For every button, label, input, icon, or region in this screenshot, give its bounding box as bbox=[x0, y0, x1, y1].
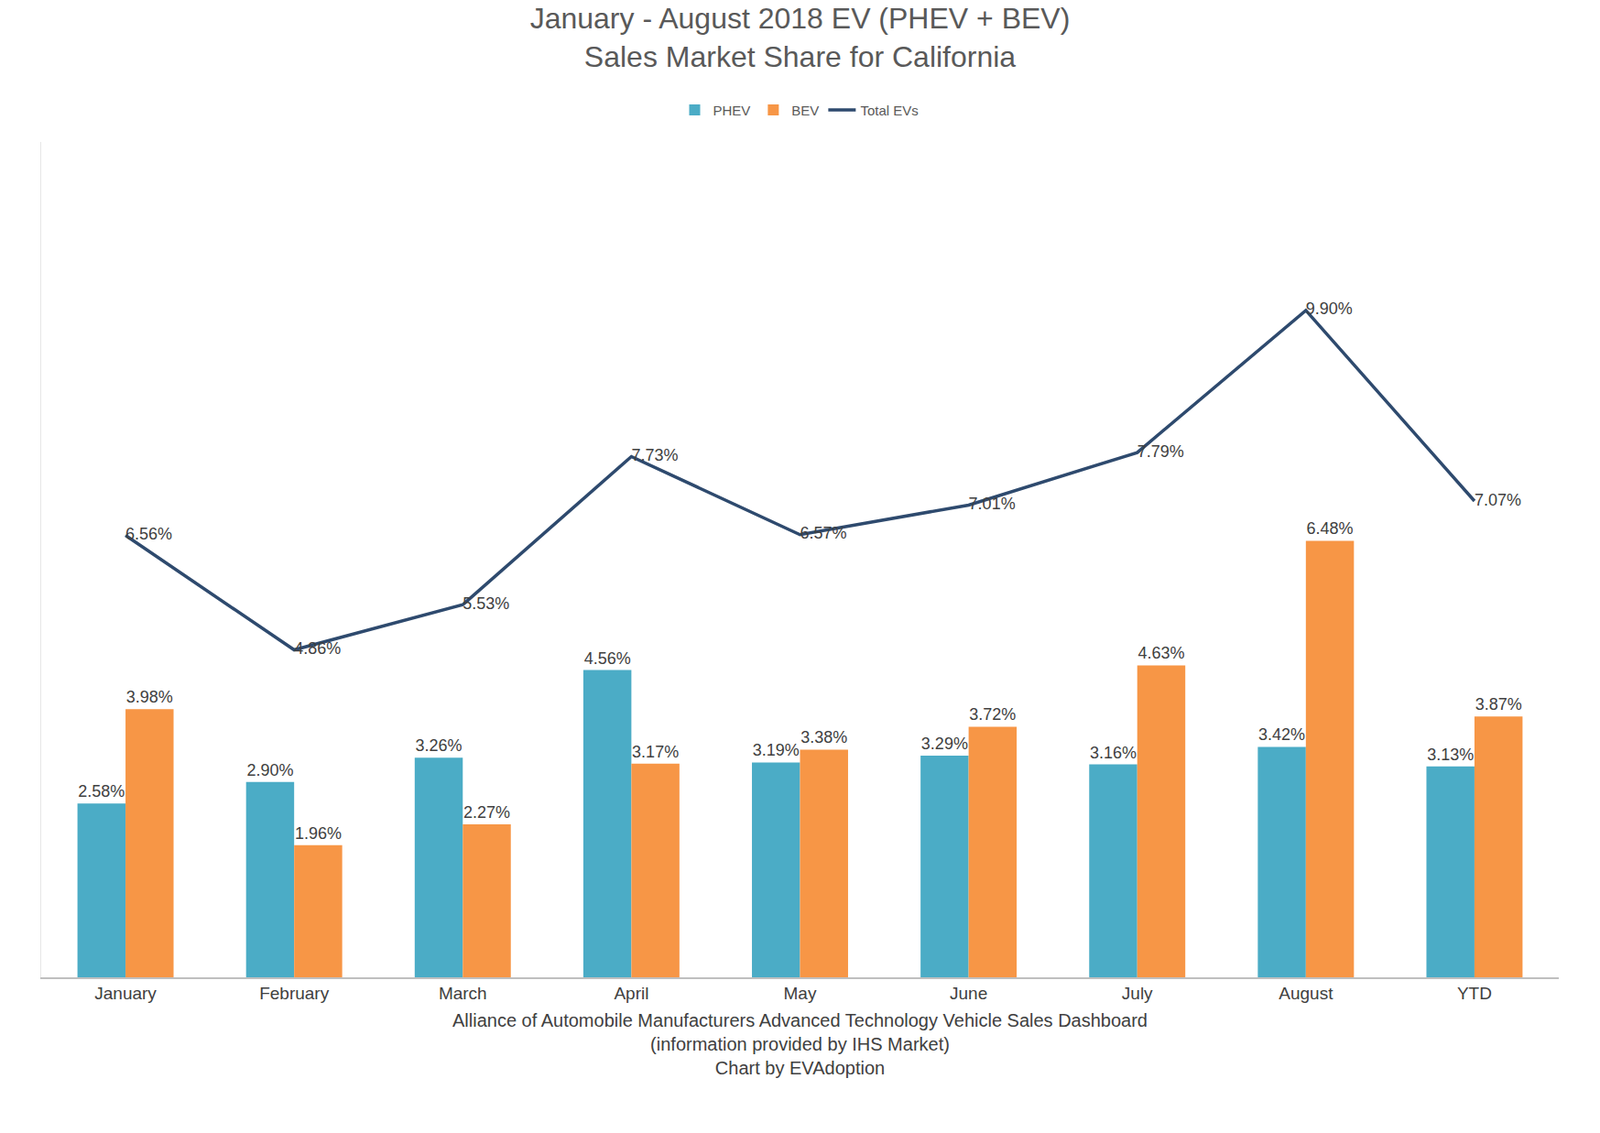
svg-text:6.48%: 6.48% bbox=[1306, 519, 1354, 538]
svg-text:March: March bbox=[438, 983, 488, 1003]
svg-text:1.96%: 1.96% bbox=[294, 824, 342, 843]
svg-text:4.86%: 4.86% bbox=[293, 639, 341, 658]
svg-text:3.38%: 3.38% bbox=[800, 728, 848, 747]
svg-text:May: May bbox=[783, 983, 817, 1003]
svg-text:2.58%: 2.58% bbox=[77, 782, 125, 801]
svg-text:3.16%: 3.16% bbox=[1089, 743, 1137, 762]
svg-text:BEV: BEV bbox=[791, 102, 819, 119]
svg-text:3.42%: 3.42% bbox=[1258, 725, 1306, 744]
svg-text:January - August 2018 EV (PHEV: January - August 2018 EV (PHEV + BEV)Sal… bbox=[530, 1, 1071, 74]
svg-text:6.57%: 6.57% bbox=[800, 523, 848, 543]
svg-text:4.56%: 4.56% bbox=[584, 649, 632, 668]
svg-text:April: April bbox=[613, 983, 649, 1003]
svg-text:5.53%: 5.53% bbox=[462, 594, 510, 613]
svg-text:3.13%: 3.13% bbox=[1426, 745, 1474, 764]
svg-text:9.90%: 9.90% bbox=[1306, 299, 1353, 318]
svg-text:YTD: YTD bbox=[1457, 983, 1492, 1003]
svg-text:3.17%: 3.17% bbox=[631, 742, 679, 762]
svg-text:2.27%: 2.27% bbox=[463, 803, 511, 822]
svg-text:3.87%: 3.87% bbox=[1475, 695, 1523, 714]
svg-text:Total EVs: Total EVs bbox=[859, 102, 918, 119]
svg-text:2.90%: 2.90% bbox=[246, 761, 294, 780]
svg-text:3.98%: 3.98% bbox=[126, 687, 174, 707]
svg-text:June: June bbox=[949, 983, 988, 1003]
svg-text:3.72%: 3.72% bbox=[968, 705, 1016, 724]
svg-text:February: February bbox=[259, 983, 330, 1003]
svg-text:August: August bbox=[1278, 983, 1334, 1003]
svg-text:7.79%: 7.79% bbox=[1137, 442, 1185, 461]
svg-text:July: July bbox=[1121, 983, 1154, 1003]
svg-text:January: January bbox=[94, 983, 157, 1003]
svg-text:7.01%: 7.01% bbox=[968, 494, 1016, 513]
svg-text:3.29%: 3.29% bbox=[921, 734, 969, 753]
svg-text:6.56%: 6.56% bbox=[125, 524, 173, 544]
svg-text:3.19%: 3.19% bbox=[752, 740, 800, 760]
svg-text:7.07%: 7.07% bbox=[1474, 490, 1522, 510]
svg-text:Alliance of Automobile Manufac: Alliance of Automobile Manufacturers Adv… bbox=[452, 1010, 1148, 1078]
svg-text:7.73%: 7.73% bbox=[631, 446, 678, 465]
svg-text:4.63%: 4.63% bbox=[1137, 643, 1185, 663]
svg-text:3.26%: 3.26% bbox=[415, 736, 463, 755]
svg-text:PHEV: PHEV bbox=[713, 102, 752, 119]
